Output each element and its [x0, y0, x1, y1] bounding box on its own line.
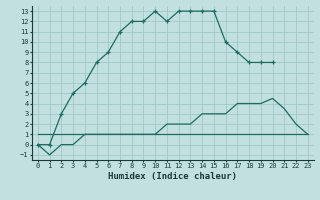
X-axis label: Humidex (Indice chaleur): Humidex (Indice chaleur)	[108, 172, 237, 181]
